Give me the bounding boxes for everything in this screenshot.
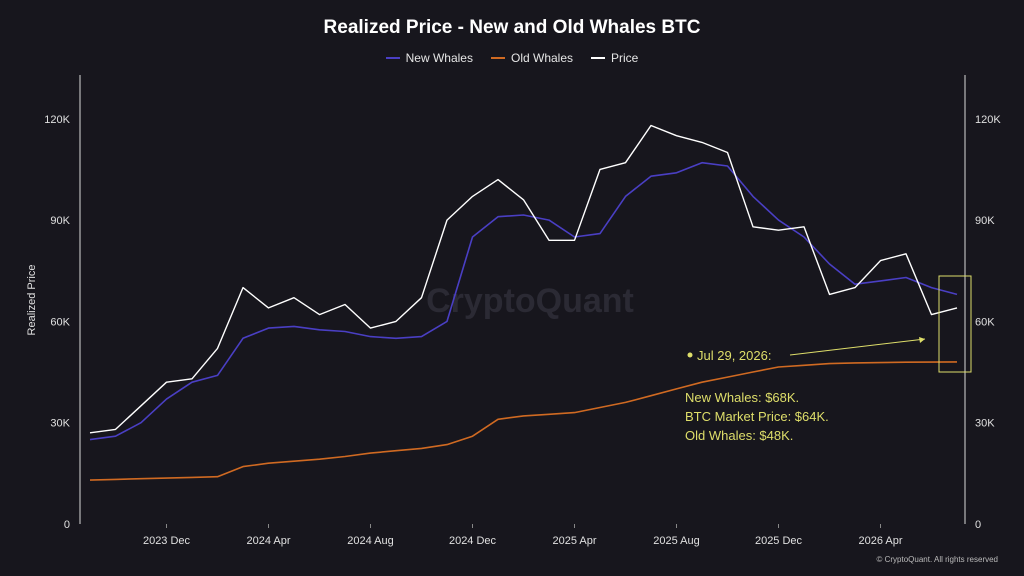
series-line-old-whales	[89, 361, 958, 481]
y-tick-left: 60K	[50, 316, 70, 328]
y-tick-left: 90K	[50, 215, 70, 227]
x-tick-label: 2024 Dec	[449, 535, 497, 547]
annotation-arrowhead	[919, 337, 925, 343]
annotation-date: Jul 29, 2026:	[697, 348, 771, 363]
y-tick-right: 0	[975, 519, 981, 531]
annotation-arrow	[789, 338, 926, 356]
legend-label: New Whales	[405, 51, 473, 65]
y-tick-left: 0	[64, 519, 70, 531]
y-tick-left: 30K	[50, 418, 70, 430]
legend[interactable]: New Whales Old Whales Price	[0, 51, 1024, 65]
legend-item-new-whales[interactable]: New Whales	[385, 51, 473, 65]
series-line-price	[89, 124, 958, 434]
legend-label: Price	[611, 51, 639, 65]
chart-title: Realized Price - New and Old Whales BTC	[323, 17, 701, 38]
legend-swatch	[591, 57, 606, 59]
watermark: CryptoQuant	[426, 282, 634, 320]
y-tick-right: 90K	[975, 215, 995, 227]
legend-item-price[interactable]: Price	[591, 51, 638, 65]
series-line-new-whales	[89, 161, 958, 441]
annotation-line: New Whales: $68K.	[685, 390, 799, 405]
x-tick-label: 2025 Aug	[653, 535, 700, 547]
y-tick-right: 120K	[975, 114, 1001, 126]
x-tick-label: 2026 Apr	[858, 535, 902, 547]
x-tick-label: 2025 Dec	[755, 535, 803, 547]
highlight-box	[938, 275, 972, 373]
legend-swatch	[490, 57, 505, 59]
y-tick-right: 60K	[975, 316, 995, 328]
y-axis-title: Realized Price	[26, 265, 38, 336]
legend-item-old-whales[interactable]: Old Whales	[490, 51, 574, 65]
y-tick-left: 120K	[44, 114, 70, 126]
x-tick-label: 2024 Apr	[246, 535, 290, 547]
x-tick-label: 2024 Aug	[347, 535, 394, 547]
legend-swatch	[385, 57, 400, 59]
x-tick-label: 2025 Apr	[552, 535, 596, 547]
credit-text: © CryptoQuant. All rights reserved	[877, 555, 999, 564]
y-tick-right: 30K	[975, 418, 995, 430]
annotation-dot	[687, 352, 693, 358]
annotation-line: Old Whales: $48K.	[685, 428, 793, 443]
x-tick-label: 2023 Dec	[143, 535, 191, 547]
annotation-line: BTC Market Price: $64K.	[685, 409, 829, 424]
legend-label: Old Whales	[510, 51, 574, 65]
